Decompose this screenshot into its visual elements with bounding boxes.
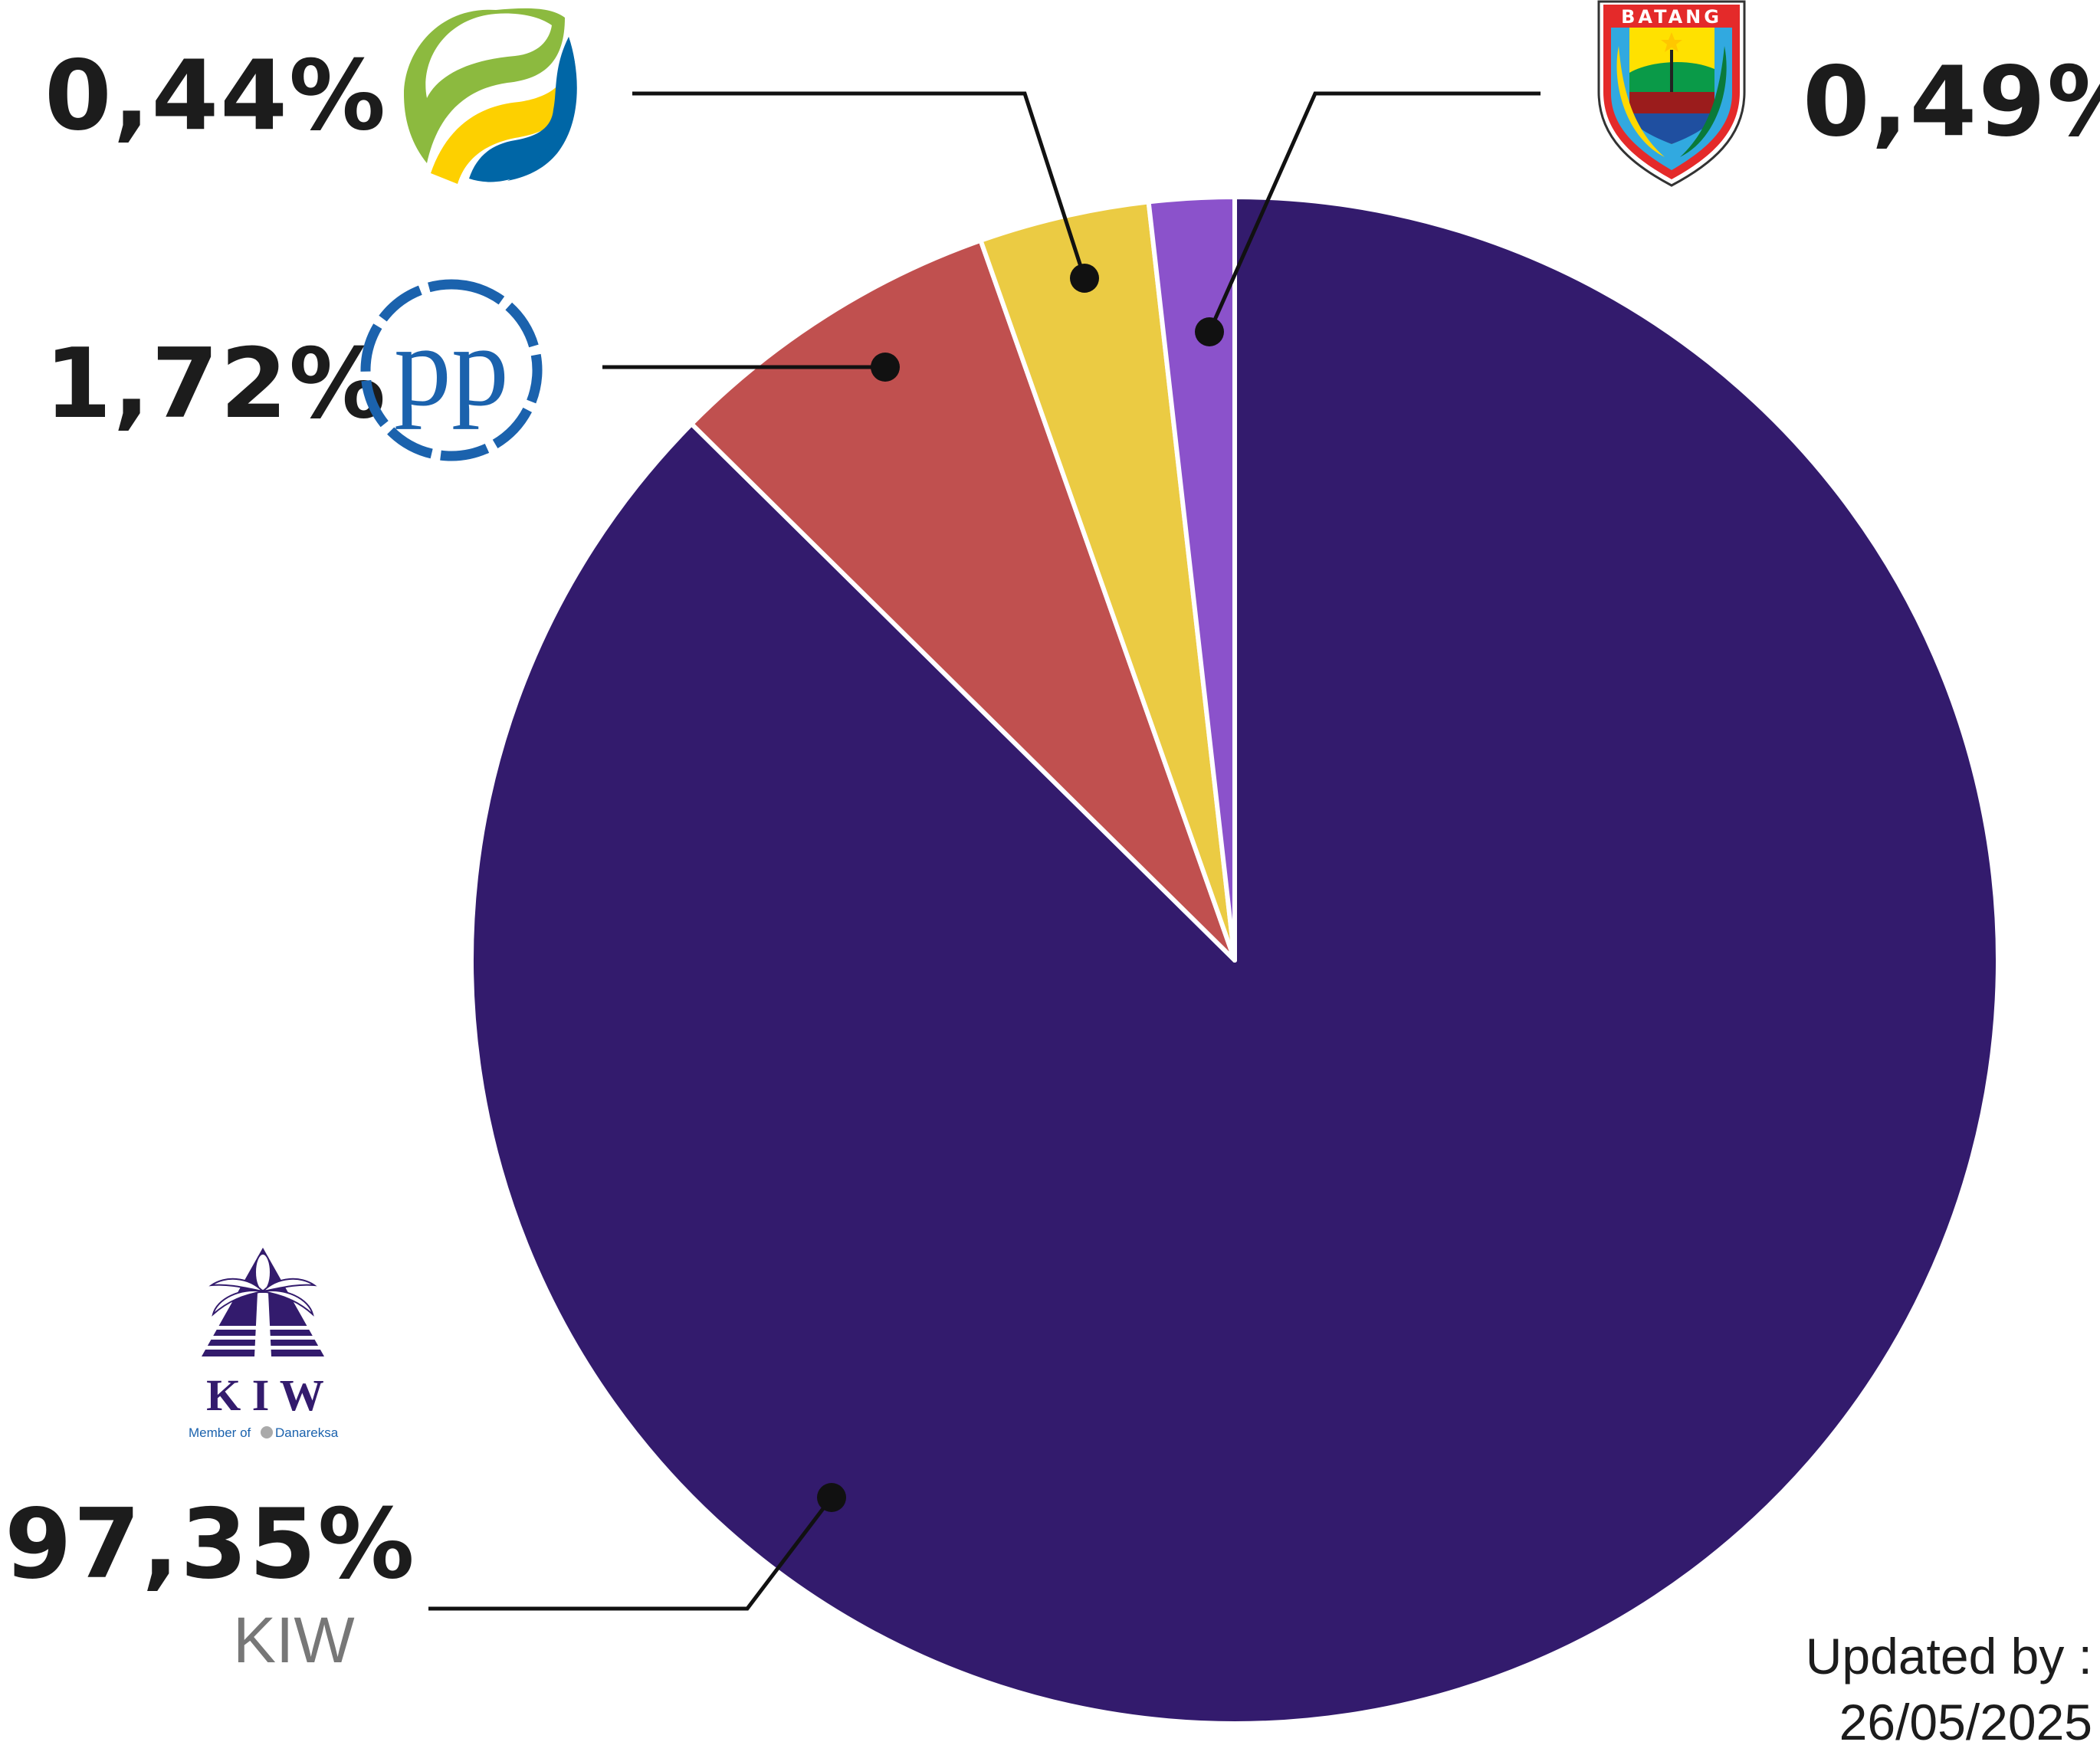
kiw-member-text: Member of — [189, 1425, 251, 1440]
leader-line-batang — [1207, 91, 1541, 333]
label-green-percent: 0,44% — [44, 39, 388, 152]
pie-slices — [469, 195, 2000, 1726]
leader-dot-batang — [1195, 317, 1224, 346]
leader-dot-pp — [871, 353, 900, 382]
leader-dot-green — [1070, 264, 1099, 293]
leader-line-kiw — [428, 1496, 833, 1611]
leader-dot-kiw — [817, 1483, 846, 1512]
leader-line-green — [632, 91, 1087, 279]
pp-logo-text: PP — [394, 303, 509, 430]
batang-logo: BATANG — [1597, 0, 1746, 187]
kiw-logo: K I W Member of Danareksa — [189, 1248, 339, 1440]
label-batang-percent: 0,49% — [1803, 45, 2100, 158]
green-leaf-logo — [404, 8, 577, 184]
pie-slice-pp — [689, 238, 1237, 963]
updated-by-label: Updated by : — [1805, 1628, 2092, 1684]
label-kiw-name: KIW — [233, 1604, 355, 1676]
kiw-parent-text: Danareksa — [275, 1425, 339, 1440]
pp-logo: PP — [360, 279, 543, 461]
kiw-logo-text: K I W — [206, 1370, 324, 1420]
pie-slice-batang — [1146, 195, 1237, 963]
leader-lines — [428, 91, 1541, 1611]
updated-date: 26/05/2025 — [1839, 1694, 2092, 1750]
label-pp-percent: 1,72% — [44, 327, 388, 440]
leader-dots — [817, 264, 1224, 1512]
label-kiw-percent: 97,35% — [5, 1488, 416, 1600]
updated-note: Updated by : 26/05/2025 — [1806, 1623, 2092, 1755]
batang-logo-text: BATANG — [1621, 6, 1722, 28]
